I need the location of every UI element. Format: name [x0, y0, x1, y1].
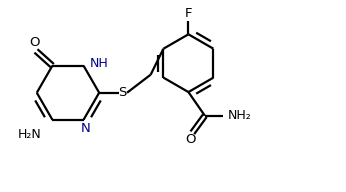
Text: H₂N: H₂N [18, 128, 41, 141]
Text: F: F [185, 7, 192, 20]
Text: NH: NH [90, 57, 108, 70]
Text: O: O [185, 133, 196, 146]
Text: N: N [80, 122, 90, 135]
Text: O: O [29, 36, 39, 49]
Text: NH₂: NH₂ [228, 108, 252, 122]
Text: S: S [119, 86, 127, 99]
